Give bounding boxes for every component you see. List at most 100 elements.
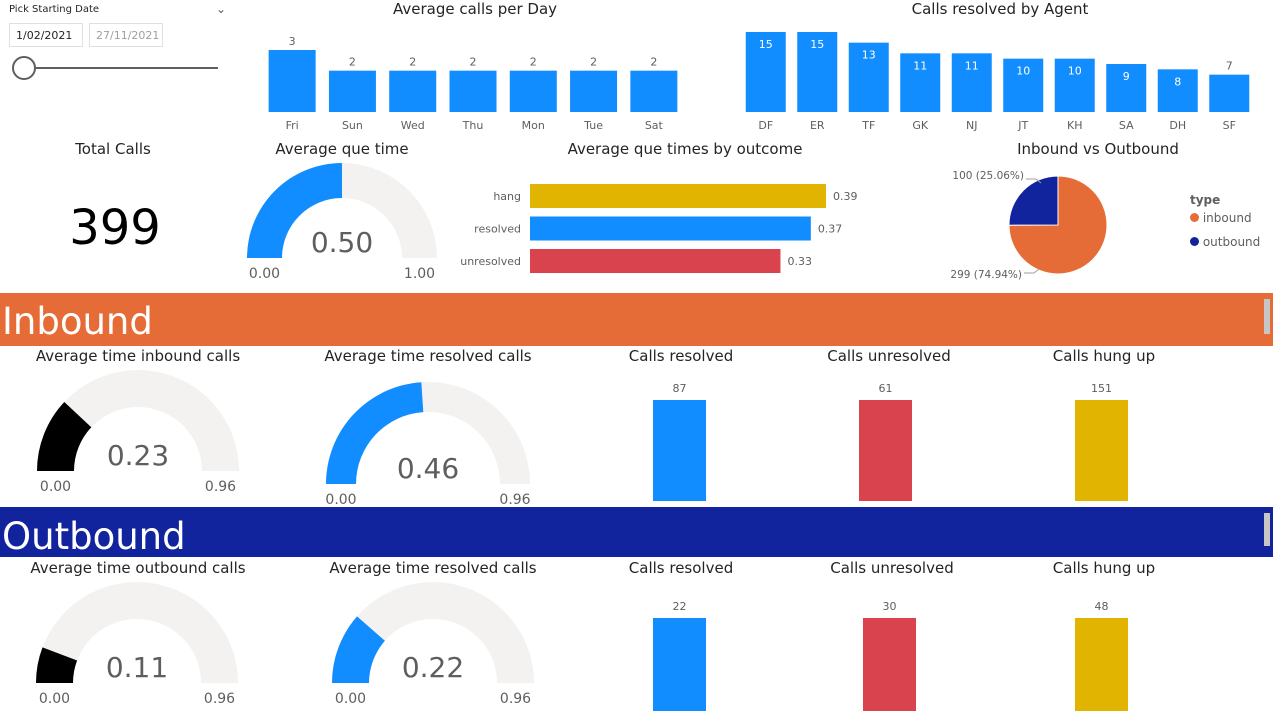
data-label-GK: 11 bbox=[913, 59, 927, 72]
pie-label-inbound: 299 (74.94%) bbox=[950, 269, 1022, 281]
data-label-Mon: 2 bbox=[530, 56, 537, 69]
data-label-resolved: 0.37 bbox=[818, 223, 843, 236]
chevron-down-icon[interactable]: ⌄ bbox=[216, 2, 227, 16]
tick-label-hang: hang bbox=[493, 190, 521, 203]
tick-label-Mon: Mon bbox=[522, 119, 545, 132]
outbound-unresolved-title: Calls unresolved bbox=[830, 559, 954, 577]
tick-label-TF: TF bbox=[861, 119, 875, 132]
in-vs-out-title: Inbound vs Outbound bbox=[1017, 140, 1179, 158]
calls-per-day-title: Average calls per Day bbox=[392, 0, 558, 18]
inbound-resolved-chart-data-label: 87 bbox=[673, 382, 687, 395]
inbound-resolved-chart: 87 bbox=[653, 382, 706, 501]
outbound-resolved-time-gauge-value: 0.22 bbox=[402, 651, 464, 684]
bar-Sun[interactable] bbox=[328, 70, 376, 112]
outbound-resolved-time-gauge-min: 0.00 bbox=[335, 691, 366, 707]
inbound-avg-time-gauge-track bbox=[37, 370, 239, 471]
inbound-banner-title: Inbound bbox=[2, 300, 153, 343]
outbound-hung-chart-bar[interactable] bbox=[1075, 618, 1128, 711]
legend-title: type bbox=[1190, 193, 1221, 207]
inbound-hung-chart-data-label: 151 bbox=[1091, 382, 1112, 395]
bar-DF[interactable] bbox=[745, 32, 786, 112]
bar-NJ[interactable] bbox=[951, 53, 992, 112]
legend-item-inbound[interactable]: inbound bbox=[1190, 211, 1260, 225]
avg-que-gauge-max: 1.00 bbox=[404, 266, 435, 282]
inbound-resolved-title: Calls resolved bbox=[628, 347, 734, 365]
inbound-hung-title: Calls hung up bbox=[1052, 347, 1156, 365]
data-label-unresolved: 0.33 bbox=[787, 255, 812, 268]
bar-KH[interactable] bbox=[1054, 58, 1095, 112]
pie-label-outbound: 100 (25.06%) bbox=[952, 170, 1024, 182]
bar-hang[interactable] bbox=[530, 184, 826, 208]
bar-ER[interactable] bbox=[797, 32, 838, 112]
date-slicer: Pick Starting Date ⌄ 1/02/2021 27/11/202… bbox=[0, 0, 235, 90]
inbound-banner: Inbound bbox=[0, 293, 1273, 346]
start-date-input[interactable]: 1/02/2021 bbox=[9, 23, 83, 47]
tick-label-Sat: Sat bbox=[645, 119, 664, 132]
outbound-resolved-chart-bar[interactable] bbox=[653, 618, 706, 711]
inbound-resolved-time-gauge-fill bbox=[326, 382, 424, 484]
bar-SF[interactable] bbox=[1209, 74, 1250, 112]
leader-line-inbound bbox=[1024, 268, 1040, 274]
tick-label-Wed: Wed bbox=[401, 119, 425, 132]
outbound-unresolved-chart-bar[interactable] bbox=[863, 618, 916, 711]
inbound-avg-time-gauge-fill bbox=[37, 401, 92, 471]
data-label-NJ: 11 bbox=[965, 59, 979, 72]
legend-label-outbound: outbound bbox=[1202, 235, 1261, 249]
tick-label-KH: KH bbox=[1067, 119, 1083, 132]
bar-JT[interactable] bbox=[1003, 58, 1044, 112]
bar-Wed[interactable] bbox=[389, 70, 437, 112]
tick-label-Thu: Thu bbox=[462, 119, 484, 132]
tick-label-SF: SF bbox=[1223, 119, 1236, 132]
inbound-unresolved-chart-data-label: 61 bbox=[879, 382, 893, 395]
bar-Thu[interactable] bbox=[449, 70, 497, 112]
inbound-resolved-time-gauge-min: 0.00 bbox=[325, 492, 356, 508]
bar-DH[interactable] bbox=[1157, 69, 1198, 112]
inbound-scrollbar[interactable] bbox=[1264, 299, 1270, 334]
bar-unresolved[interactable] bbox=[530, 249, 781, 273]
slider-handle[interactable] bbox=[12, 56, 36, 80]
legend-item-outbound[interactable]: outbound bbox=[1190, 235, 1260, 249]
bar-Mon[interactable] bbox=[509, 70, 557, 112]
data-label-SF: 7 bbox=[1226, 60, 1233, 73]
inbound-unresolved-chart-bar[interactable] bbox=[859, 400, 912, 501]
bar-TF[interactable] bbox=[848, 42, 889, 112]
data-label-Sat: 2 bbox=[650, 56, 657, 69]
tick-label-DH: DH bbox=[1169, 119, 1186, 132]
que-by-outcome-chart: hang 0.39 resolved 0.37 unresolved 0.33 bbox=[460, 184, 858, 273]
bar-Sat[interactable] bbox=[630, 70, 678, 112]
bar-GK[interactable] bbox=[900, 53, 941, 112]
outbound-resolved-chart: 22 bbox=[653, 600, 706, 711]
tick-label-JT: JT bbox=[1017, 119, 1028, 132]
bar-SA[interactable] bbox=[1106, 64, 1147, 112]
pie-slice-inbound[interactable] bbox=[1008, 175, 1108, 275]
inbound-unresolved-chart: 61 bbox=[859, 382, 912, 501]
inbound-resolved-chart-bar[interactable] bbox=[653, 400, 706, 501]
bar-Fri[interactable] bbox=[268, 50, 316, 112]
data-label-Sun: 2 bbox=[349, 56, 356, 69]
inbound-avg-time-gauge-value: 0.23 bbox=[107, 439, 169, 472]
calls-by-agent-chart: 15 DF 15 ER 13 TF 11 GK 11 NJ 10 JT 10 KH 9 SA 8 DH 7 SF bbox=[745, 32, 1250, 132]
total-calls-title: Total Calls bbox=[75, 140, 151, 158]
inbound-hung-chart-bar[interactable] bbox=[1075, 400, 1128, 501]
avg-que-gauge-fill bbox=[247, 163, 342, 258]
outbound-g2-title: Average time resolved calls bbox=[329, 559, 537, 577]
pie-slice-outbound[interactable] bbox=[1008, 175, 1059, 226]
data-label-SA: 9 bbox=[1123, 70, 1130, 83]
outbound-avg-time-gauge-value: 0.11 bbox=[106, 651, 168, 684]
data-label-Thu: 2 bbox=[470, 56, 477, 69]
outbound-scrollbar[interactable] bbox=[1264, 513, 1270, 546]
inbound-avg-time-gauge-max: 0.96 bbox=[205, 479, 236, 495]
outbound-hung-chart: 48 bbox=[1075, 600, 1128, 711]
outbound-hung-chart-data-label: 48 bbox=[1095, 600, 1109, 613]
tick-label-Fri: Fri bbox=[286, 119, 299, 132]
bar-Tue[interactable] bbox=[570, 70, 618, 112]
bar-resolved[interactable] bbox=[530, 216, 811, 241]
outbound-unresolved-chart: 30 bbox=[863, 600, 916, 711]
inbound-resolved-time-gauge-value: 0.46 bbox=[397, 452, 459, 485]
end-date-input[interactable]: 27/11/2021 bbox=[89, 23, 163, 47]
